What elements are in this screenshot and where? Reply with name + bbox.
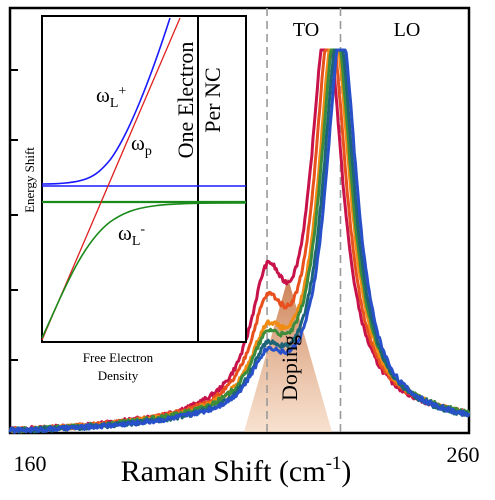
to-label: TO xyxy=(293,19,319,41)
inset-x-label-2: Density xyxy=(98,368,139,383)
plot-frame xyxy=(8,6,471,435)
x-tick-max: 260 xyxy=(447,442,480,467)
inset-y-label: Energy Shift xyxy=(22,147,37,213)
label-omega-p: ωp xyxy=(131,131,152,159)
spectra xyxy=(8,48,471,434)
x-axis-label: Raman Shift (cm-1) xyxy=(121,453,352,488)
inset-omega-lminus-curve xyxy=(41,202,247,339)
inset: ωL+ ωp ωL- One Electron Per NC Energy Sh… xyxy=(22,15,247,383)
spectrum-series-6 xyxy=(8,48,471,434)
doping-label: Doping xyxy=(277,335,302,401)
inset-x-label-1: Free Electron xyxy=(83,350,154,365)
inset-vline-label-2: Per NC xyxy=(200,67,225,132)
x-tick-min: 160 xyxy=(14,451,47,476)
inset-vline-label-1: One Electron xyxy=(173,42,198,159)
lo-label: LO xyxy=(394,19,421,41)
inset-omega-lplus-curve xyxy=(41,17,171,185)
left-ticks xyxy=(10,69,18,361)
inset-frame xyxy=(41,15,247,343)
label-omega-lminus: ωL- xyxy=(118,221,145,249)
doping-arrow xyxy=(244,278,332,432)
label-omega-lplus: ωL+ xyxy=(96,83,126,111)
